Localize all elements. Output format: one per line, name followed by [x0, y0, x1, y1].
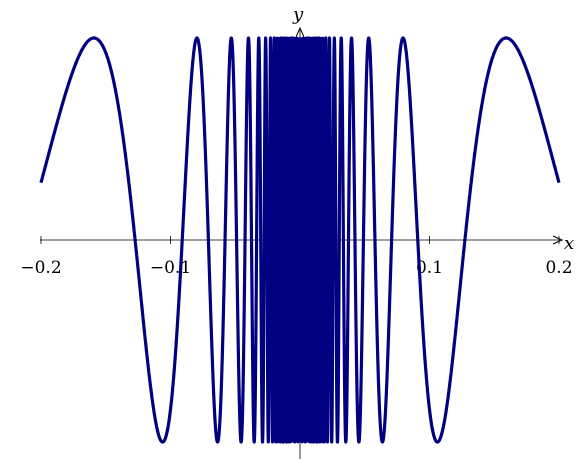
- x-tick-label: 0.2: [545, 258, 572, 278]
- curve-layer: [39, 36, 561, 444]
- y-axis-arrow-icon: [295, 26, 305, 38]
- x-tick-label: 0.1: [416, 258, 443, 278]
- x-axis-label: x: [564, 233, 574, 254]
- x-axis-arrow-icon: [552, 235, 564, 245]
- x-tick-label: −0.1: [150, 258, 191, 278]
- y-axis-label: y: [292, 4, 304, 25]
- x-tick-label: −0.2: [20, 258, 61, 278]
- series-line-cos-1-over-x: [39, 36, 561, 444]
